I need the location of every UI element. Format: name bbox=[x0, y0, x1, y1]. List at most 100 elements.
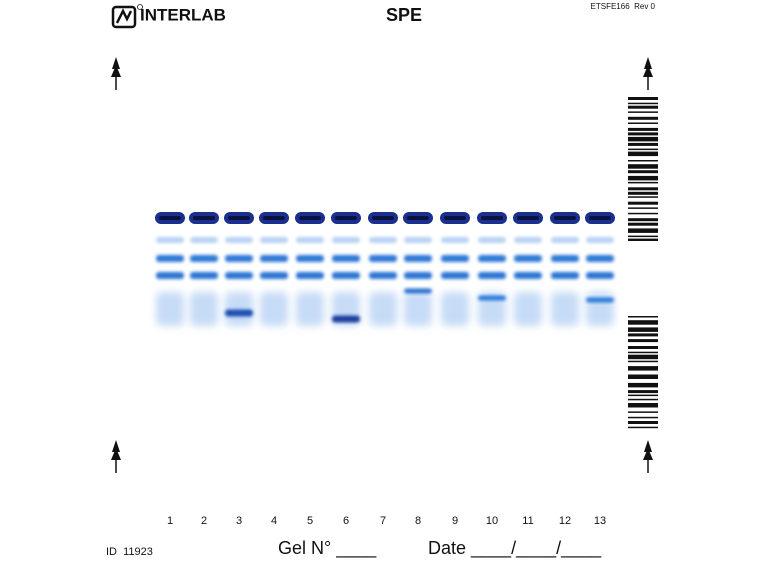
title: SPE bbox=[386, 5, 422, 25]
barcode-bar bbox=[628, 327, 658, 332]
albumin-core bbox=[517, 216, 539, 220]
band bbox=[586, 272, 614, 279]
lane-number: 8 bbox=[415, 515, 421, 527]
pale-band bbox=[404, 237, 432, 243]
barcode-bar bbox=[628, 102, 658, 105]
band bbox=[551, 255, 579, 262]
band bbox=[586, 255, 614, 262]
albumin-core bbox=[299, 216, 321, 220]
barcode-bar bbox=[628, 394, 658, 397]
barcode-bar bbox=[628, 148, 658, 151]
pale-band bbox=[296, 237, 324, 243]
barcode-bar bbox=[628, 136, 658, 142]
gamma-smear bbox=[404, 292, 432, 326]
band bbox=[404, 288, 432, 294]
band bbox=[156, 272, 184, 279]
barcode-bar bbox=[628, 164, 658, 169]
lanes: 1 2 3 4 5 6 7 8 9 10 11 12 13 bbox=[155, 212, 615, 527]
band bbox=[551, 272, 579, 279]
barcode-bar bbox=[628, 212, 658, 215]
pale-band bbox=[514, 237, 542, 243]
band bbox=[190, 255, 218, 262]
albumin-core bbox=[481, 216, 503, 220]
albumin-core bbox=[193, 216, 215, 220]
pale-band bbox=[225, 237, 253, 243]
lane-number: 9 bbox=[452, 515, 458, 527]
arrows bbox=[111, 57, 653, 473]
barcode-bar bbox=[628, 238, 658, 241]
logo-text: INTERLAB bbox=[140, 5, 226, 24]
lane-number: 11 bbox=[522, 515, 533, 527]
barcode-bar bbox=[628, 191, 658, 195]
pale-band bbox=[369, 237, 397, 243]
albumin-core bbox=[554, 216, 576, 220]
barcode-bar bbox=[628, 416, 658, 419]
barcode-bar bbox=[628, 116, 658, 120]
band bbox=[441, 272, 469, 279]
gamma-smear bbox=[156, 292, 184, 326]
band bbox=[404, 272, 432, 279]
barcode-bar bbox=[628, 196, 658, 198]
arrow-head bbox=[643, 440, 653, 460]
band bbox=[156, 255, 184, 262]
band bbox=[514, 255, 542, 262]
barcode-bar bbox=[628, 354, 658, 360]
gamma-smear bbox=[260, 292, 288, 326]
gamma-smear bbox=[551, 292, 579, 326]
band bbox=[514, 272, 542, 279]
lane-number: 6 bbox=[343, 515, 349, 527]
barcode-bar bbox=[628, 218, 658, 222]
albumin-core bbox=[589, 216, 611, 220]
barcode-bar bbox=[628, 222, 658, 226]
barcode-bar bbox=[628, 235, 658, 238]
band bbox=[225, 309, 253, 317]
gamma-smear bbox=[369, 292, 397, 326]
band bbox=[260, 272, 288, 279]
arrow-head bbox=[643, 57, 653, 77]
barcode-bar bbox=[628, 181, 658, 184]
pale-band bbox=[478, 237, 506, 243]
barcode-bar bbox=[628, 421, 658, 424]
barcode-bar bbox=[628, 339, 658, 343]
barcode-bar bbox=[628, 151, 658, 157]
barcode-bar bbox=[628, 170, 658, 174]
band bbox=[369, 272, 397, 279]
band bbox=[478, 255, 506, 262]
band bbox=[586, 297, 614, 303]
band bbox=[369, 255, 397, 262]
lane-number: 10 bbox=[486, 515, 498, 527]
lane-number: 2 bbox=[201, 515, 207, 527]
lane-number: 13 bbox=[594, 515, 606, 527]
albumin-core bbox=[159, 216, 181, 220]
barcode-bar bbox=[628, 201, 658, 205]
barcode-bar bbox=[628, 320, 658, 325]
gamma-smear bbox=[441, 292, 469, 326]
barcode-bar bbox=[628, 175, 658, 181]
pale-band bbox=[260, 237, 288, 243]
barcode-bar bbox=[628, 390, 658, 394]
arrow-head bbox=[111, 57, 121, 77]
barcode-bar bbox=[628, 132, 658, 136]
lane-number: 4 bbox=[271, 515, 277, 527]
band bbox=[404, 255, 432, 262]
arrow-head bbox=[111, 440, 121, 460]
lane-number: 3 bbox=[236, 515, 242, 527]
band bbox=[332, 315, 360, 323]
band bbox=[441, 255, 469, 262]
albumin-core bbox=[444, 216, 466, 220]
band bbox=[260, 255, 288, 262]
gamma-smear bbox=[586, 292, 614, 326]
barcode-bar bbox=[628, 351, 658, 354]
barcode-bar bbox=[628, 426, 658, 429]
albumin-core bbox=[228, 216, 250, 220]
lane-number: 5 bbox=[307, 515, 313, 527]
barcode-bar bbox=[628, 228, 658, 233]
barcode-bar bbox=[628, 382, 658, 388]
band bbox=[332, 272, 360, 279]
band bbox=[296, 272, 324, 279]
albumin-core bbox=[335, 216, 357, 220]
barcode-bar bbox=[628, 374, 658, 379]
sample-id: ID 11923 bbox=[106, 546, 153, 558]
band bbox=[478, 295, 506, 301]
